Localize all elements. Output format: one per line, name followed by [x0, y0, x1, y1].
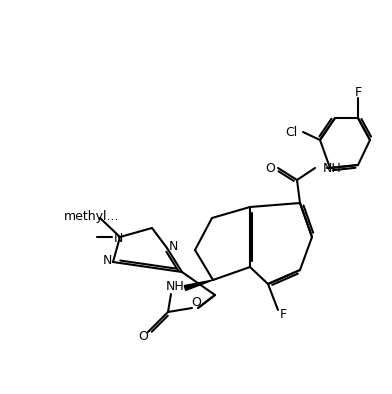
- Text: methyl...: methyl...: [64, 210, 120, 223]
- Text: F: F: [354, 85, 361, 98]
- Text: O: O: [191, 297, 201, 310]
- Text: N: N: [113, 232, 123, 245]
- Text: N: N: [102, 253, 112, 266]
- Text: F: F: [279, 309, 287, 322]
- Text: N: N: [168, 240, 178, 253]
- Text: O: O: [138, 329, 148, 342]
- Text: NH: NH: [323, 162, 342, 175]
- Polygon shape: [184, 280, 213, 290]
- Text: NH: NH: [166, 279, 184, 292]
- Text: Cl: Cl: [286, 126, 298, 139]
- Text: O: O: [265, 162, 275, 175]
